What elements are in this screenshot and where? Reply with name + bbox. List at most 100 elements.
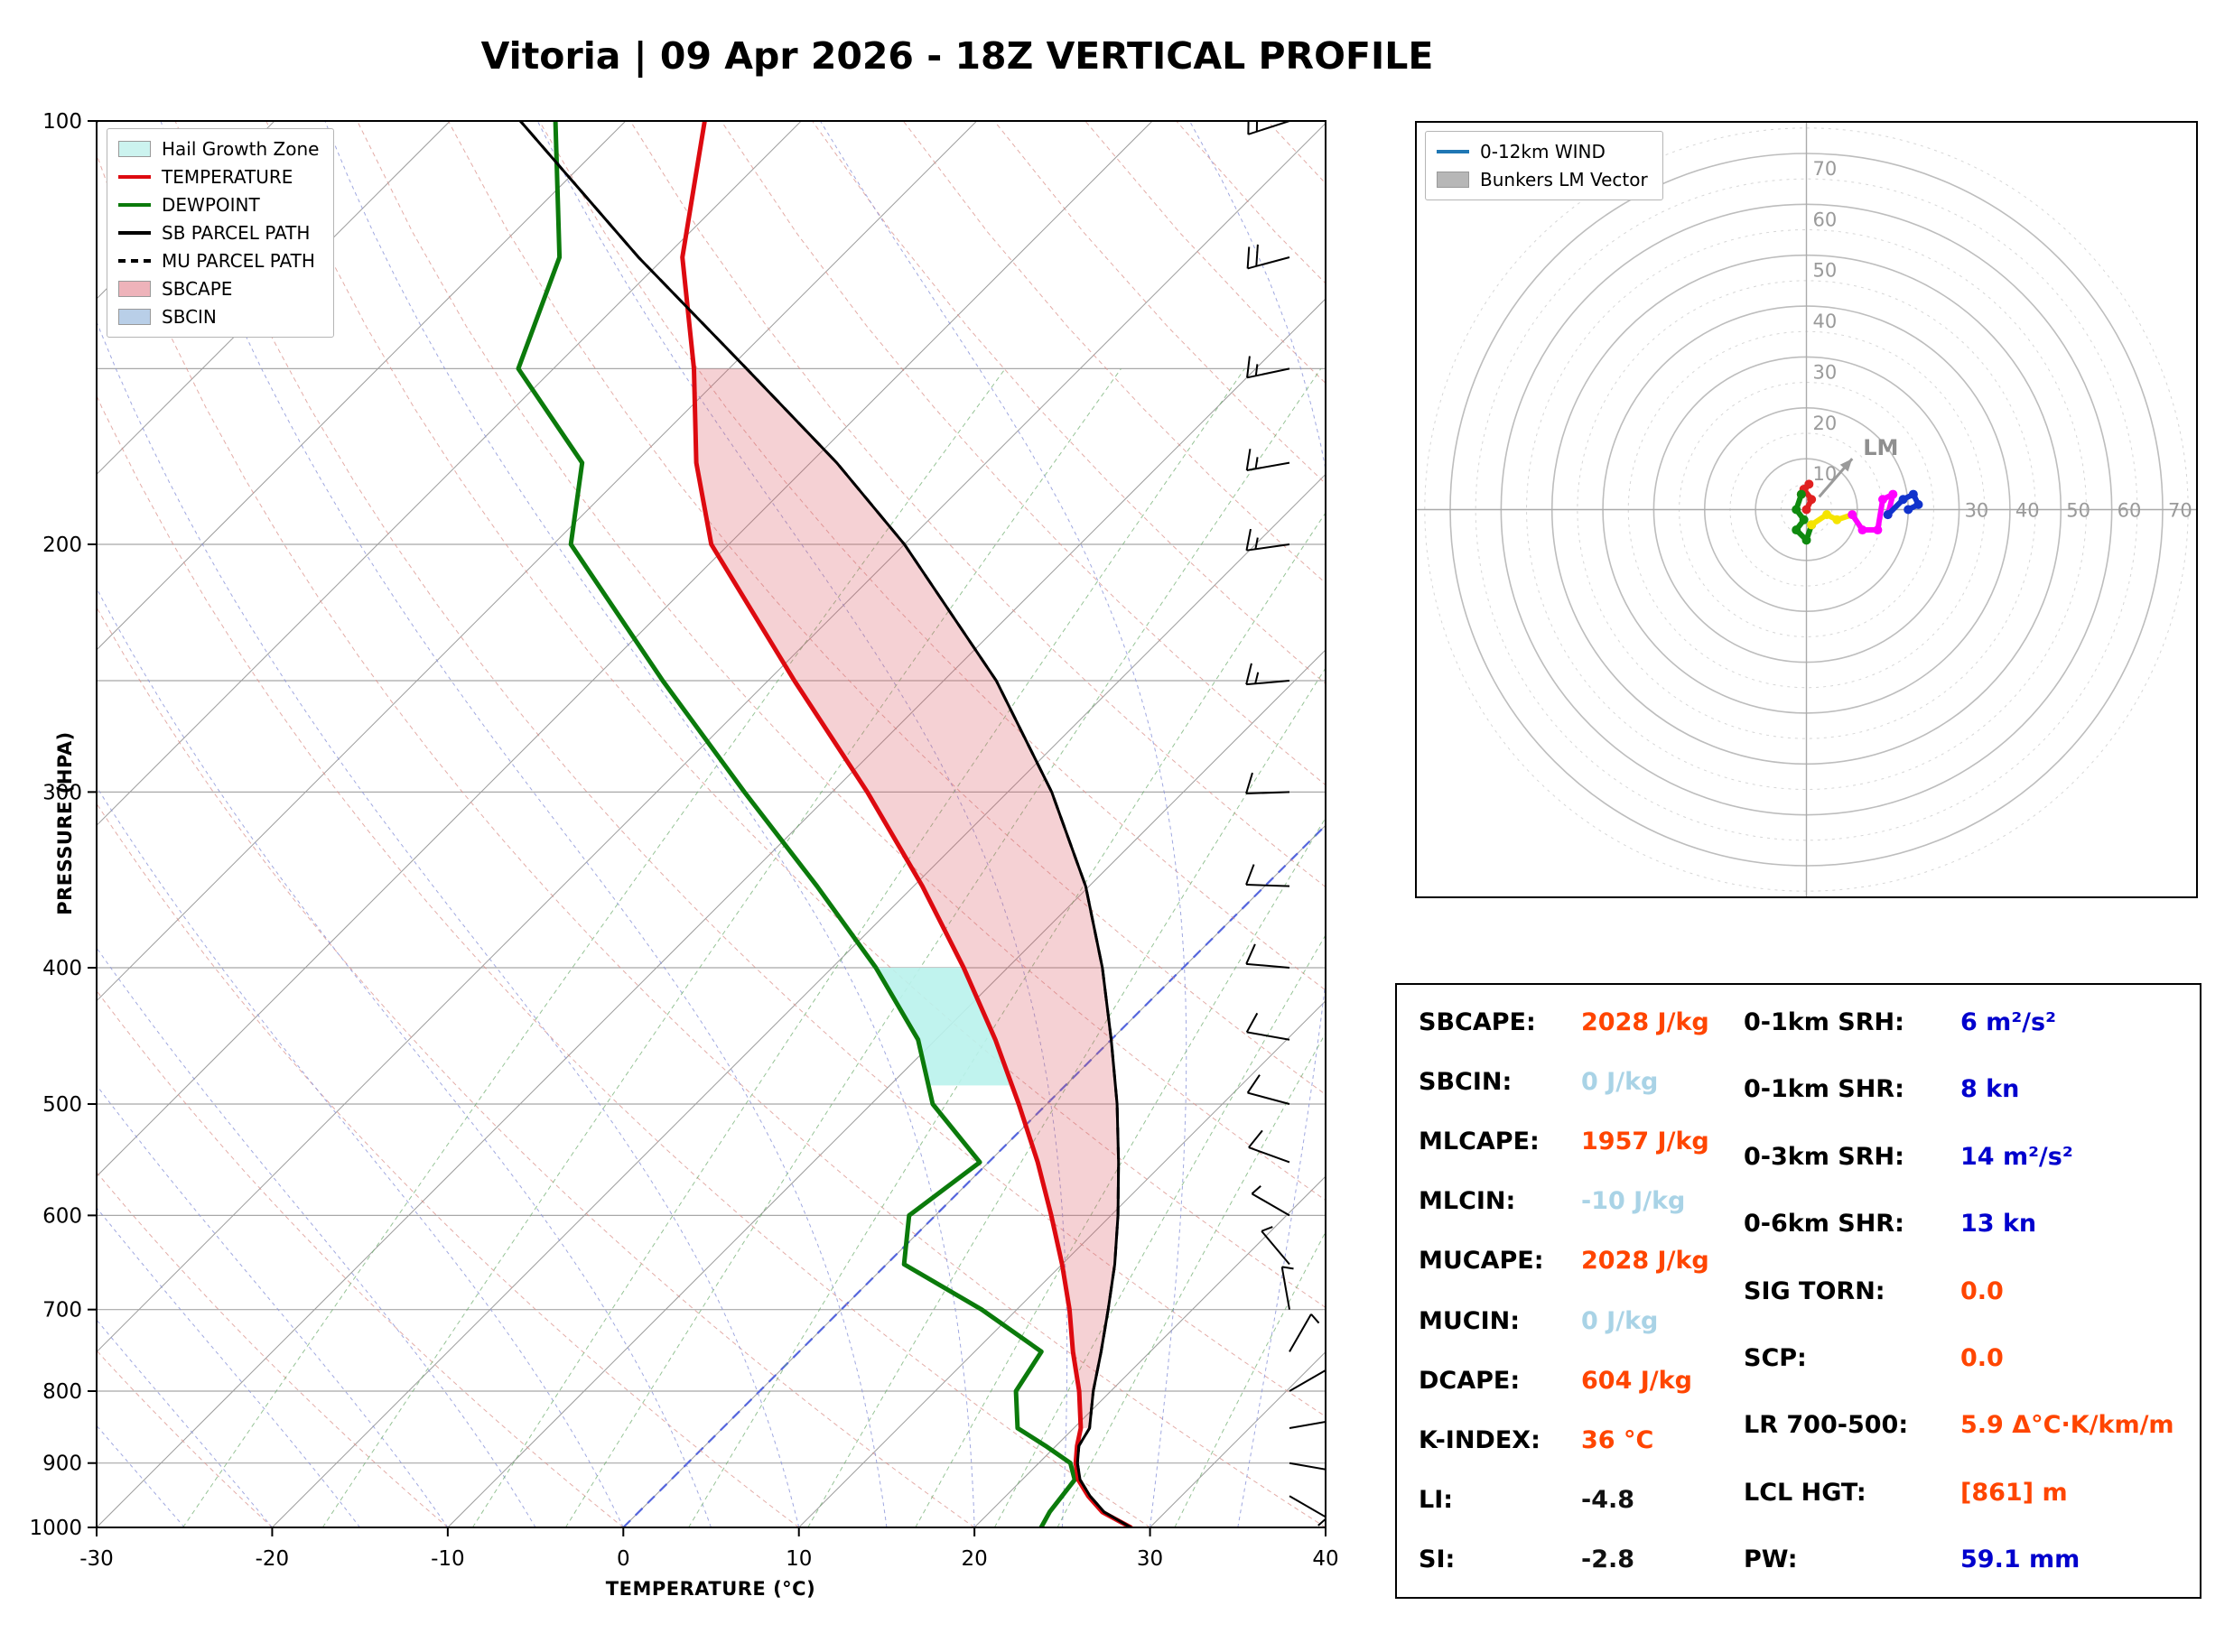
stat-k-index: K-INDEX: 36 °C [1419,1426,1744,1454]
stat-label: SIG TORN: [1744,1276,1885,1305]
moist-adiabat [97,1084,449,1527]
lm-arrowhead [1839,459,1853,472]
isotherm [973,1175,1326,1527]
stat-0-6km-shr: 0-6km SHR: 13 kn [1744,1210,2191,1238]
pressure-tick-label: 200 [42,534,82,557]
mixing-ratio-line [1056,1032,1326,1527]
wind-barb [1289,1313,1320,1352]
legend-swatch [118,203,151,207]
stat-label: 0-1km SRH: [1744,1008,1904,1036]
pressure-axis-label: PRESSURE (HPA) [54,731,76,915]
stats-column-left: SBCAPE: 2028 J/kg SBCIN: 0 J/kg MLCAPE: 1957 … [1419,1008,1744,1573]
stat-label: SBCIN: [1419,1068,1513,1097]
stat-label: PW: [1744,1545,1798,1573]
pressure-tick-label: 400 [42,957,82,980]
legend-swatch [118,309,151,325]
stat-label: 0-3km SRH: [1744,1142,1904,1171]
moist-adiabat [97,587,712,1527]
legend-item: SB PARCEL PATH [118,222,319,244]
stat-pw: PW: 59.1 mm [1744,1545,2191,1573]
legend-swatch [118,259,151,263]
hodograph-point [1807,495,1817,505]
hodograph-point [1848,510,1857,520]
wind-barb [1261,1226,1290,1266]
moist-adiabat [97,320,800,1527]
legend-swatch [1437,172,1469,188]
temperature-tick-label: 20 [962,1547,988,1571]
stat-value: 2028 J/kg [1581,1008,1709,1036]
temperature-tick-label: 30 [1137,1547,1163,1571]
isotherm [97,122,1326,1353]
legend-item: MU PARCEL PATH [118,250,319,272]
hodograph-point [1908,489,1918,499]
stat-scp: SCP: 0.0 [1744,1344,2191,1372]
stat-mlcin: MLCIN: -10 J/kg [1419,1187,1744,1215]
legend-label: DEWPOINT [162,194,260,216]
pressure-tick-label: 100 [42,110,82,134]
wind-barb [1280,1266,1294,1310]
pressure-tick-label: 600 [42,1204,82,1228]
pressure-tick-label: 300 [42,781,82,804]
dewpoint-curve [516,121,1077,1527]
hodograph-point [1913,499,1923,509]
legend-swatch [1437,150,1469,153]
mixing-ratio-line [993,933,1326,1527]
legend-swatch [118,231,151,235]
stat-label: SCP: [1744,1343,1807,1372]
temperature-tick-label: 40 [1312,1547,1338,1571]
hodograph-point [1792,505,1801,515]
wind-barb [1245,772,1290,795]
isotherm [97,121,978,1002]
sbcape-fill [693,368,1119,1428]
moist-adiabat [97,785,624,1527]
stat-label: 0-1km SHR: [1744,1075,1904,1104]
stat-value: 0 J/kg [1581,1306,1659,1335]
legend-item: 0-12km WIND [1437,141,1648,162]
hail-growth-zone-fill [876,968,1012,1086]
stat-label: MLCIN: [1419,1187,1516,1216]
hodograph-point [1904,505,1913,515]
wind-barb [1246,356,1290,379]
ring-label: 20 [1813,413,1838,434]
stat-label: SBCAPE: [1419,1008,1536,1036]
temperature-tick-label: -10 [431,1547,465,1571]
legend-swatch [118,141,151,157]
wind-barb [1248,1129,1290,1164]
stat-label: LI: [1419,1485,1454,1514]
stat-dcape: DCAPE: 604 J/kg [1419,1367,1744,1395]
temperature-tick-label: 10 [786,1547,812,1571]
ring-label: 50 [2066,500,2090,522]
hodograph-border [1415,121,2198,898]
stat-value: 14 m²/s² [1960,1142,2073,1171]
wind-barb [1245,528,1290,552]
stat-sbcape: SBCAPE: 2028 J/kg [1419,1008,1744,1036]
mixing-ratio-line [1174,1230,1326,1527]
stat-value: 604 J/kg [1581,1366,1692,1395]
dry-adiabat [97,803,800,1527]
hodograph-point [1807,520,1817,530]
legend-item: TEMPERATURE [118,166,319,188]
stat-value: 6 m²/s² [1960,1008,2056,1036]
stat-value: 1957 J/kg [1581,1128,1709,1156]
wind-barb [1245,943,1290,970]
legend-swatch [118,281,151,297]
legend-label: TEMPERATURE [162,166,293,188]
mixing-ratio-line [564,368,1322,1527]
dry-adiabat [538,121,1326,991]
stat-label: 0-6km SHR: [1744,1210,1904,1239]
pressure-tick-label: 900 [42,1452,82,1476]
hodograph-point [1878,495,1888,505]
legend-label: Hail Growth Zone [162,138,320,160]
isotherm [798,1000,1326,1527]
wind-barb [1245,449,1290,471]
ring-label: 30 [1813,361,1838,383]
ring-label: 40 [2015,500,2040,522]
stat-value: 0.0 [1960,1276,2004,1305]
stat-label: MUCIN: [1419,1306,1521,1335]
wind-barb [1289,1527,1311,1567]
wind-barb [1245,864,1290,887]
moist-adiabat [1188,121,1326,1527]
stat-value: 2028 J/kg [1581,1247,1709,1276]
stat-label: DCAPE: [1419,1366,1521,1395]
stat-si: SI: -2.8 [1419,1545,1744,1573]
